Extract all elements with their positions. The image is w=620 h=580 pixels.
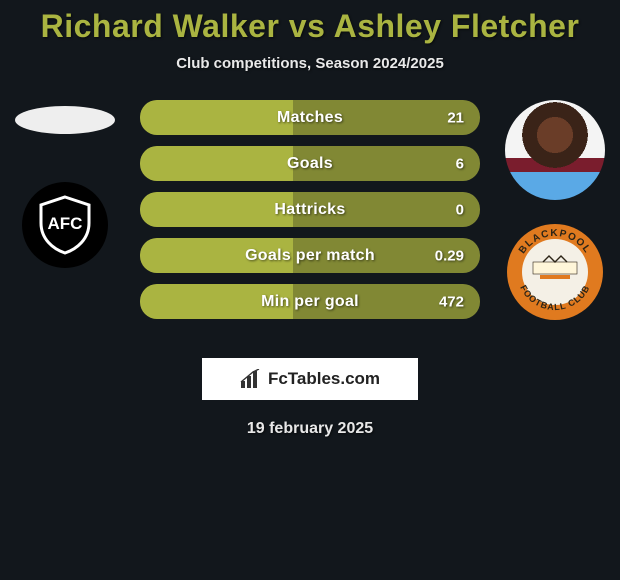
stat-bar-value: 6 [456, 155, 464, 172]
stat-bar-label: Goals [140, 155, 480, 173]
stat-bar-value: 0.29 [435, 247, 464, 264]
stat-bar-label: Min per goal [140, 293, 480, 311]
stat-bar: Min per goal472 [140, 284, 480, 319]
player-right-photo [505, 100, 605, 200]
right-column: BLACKPOOL FOOTBALL CLUB [490, 100, 620, 322]
page-subtitle: Club competitions, Season 2024/2025 [0, 55, 620, 72]
stat-bar: Matches21 [140, 100, 480, 135]
stat-bar: Goals6 [140, 146, 480, 181]
club-badge-left: AFC [22, 182, 108, 268]
source-logo: FcTables.com [202, 358, 418, 400]
bars-icon [240, 369, 262, 389]
stat-bar-value: 0 [456, 201, 464, 218]
stat-bar-label: Hattricks [140, 201, 480, 219]
player-left-photo [15, 106, 115, 134]
source-logo-text: FcTables.com [268, 369, 380, 389]
stat-bars: Matches21 Goals6 Hattricks0 Goals per match… [140, 100, 480, 319]
page-title: Richard Walker vs Ashley Fletcher [0, 0, 620, 45]
club-badge-right: BLACKPOOL FOOTBALL CLUB [505, 222, 605, 322]
badge-left-text: AFC [48, 214, 83, 233]
stat-bar: Hattricks0 [140, 192, 480, 227]
left-column: AFC [0, 100, 130, 268]
date-text: 19 february 2025 [0, 420, 620, 438]
shield-icon: AFC [33, 193, 97, 257]
comparison-panel: AFC BLACKPOOL FOOTBALL CLUB [0, 100, 620, 340]
stat-bar: Goals per match0.29 [140, 238, 480, 273]
stat-bar-value: 21 [447, 109, 464, 126]
stat-bar-label: Goals per match [140, 247, 480, 265]
stat-bar-label: Matches [140, 109, 480, 127]
badge-right-icon: BLACKPOOL FOOTBALL CLUB [505, 222, 605, 322]
stat-bar-value: 472 [439, 293, 464, 310]
